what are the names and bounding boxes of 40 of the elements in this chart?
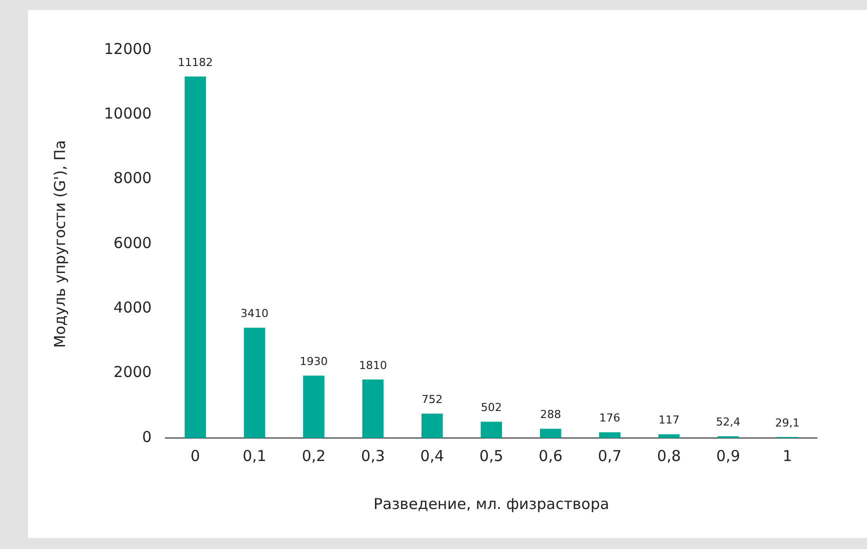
x-tick-label: 0,5 [479,446,504,465]
data-label: 29,1 [775,416,800,430]
y-tick-label: 6000 [114,234,152,252]
data-label: 52,4 [716,416,740,429]
y-axis-title: Модуль упругости (G'), Па [50,140,69,348]
x-tick-label: 0,3 [361,446,385,465]
bar [421,414,443,438]
bar [362,379,384,438]
data-label: 176 [599,412,620,425]
x-tick-label: 0,2 [302,446,326,465]
data-label: 11182 [178,56,213,69]
data-label: 502 [480,401,502,414]
data-label: 117 [658,414,680,427]
y-tick-label: 12000 [104,40,152,58]
bar [184,76,206,438]
data-label: 1810 [358,358,387,372]
bar [244,328,266,438]
x-tick-label: 0,1 [242,446,266,465]
x-axis-title: Разведение, мл. физраствора [374,494,610,513]
bar [540,428,562,438]
x-tick-label: 0,7 [598,446,622,465]
x-tick-label: 1 [782,446,792,465]
y-tick-label: 4000 [114,298,152,317]
data-label: 752 [422,393,443,406]
y-tick-label: 0 [142,428,152,446]
bar [480,422,502,438]
data-label: 1930 [300,354,328,368]
x-tick-label: 0,4 [420,446,444,465]
bar [658,434,680,438]
y-tick-label: 8000 [114,169,152,188]
data-label: 3410 [240,307,269,320]
x-tick-label: 0 [190,446,200,465]
y-tick-label: 10000 [104,104,152,123]
bar [303,376,324,438]
x-tick-label: 0,6 [538,446,562,465]
bar [599,432,620,438]
y-tick-label: 2000 [114,363,152,382]
data-label: 288 [540,408,562,422]
x-tick-label: 0,9 [716,446,740,465]
x-tick-label: 0,8 [657,446,681,465]
